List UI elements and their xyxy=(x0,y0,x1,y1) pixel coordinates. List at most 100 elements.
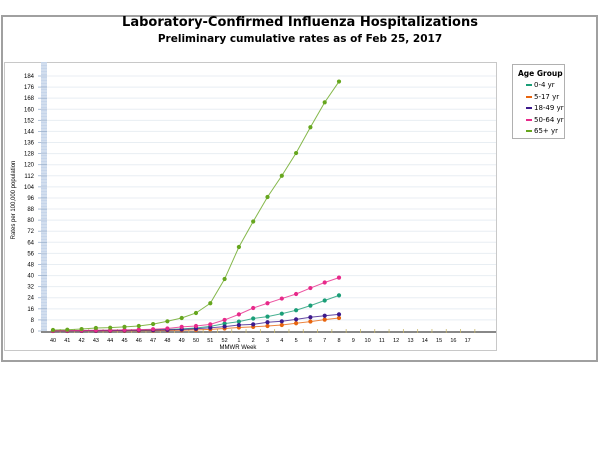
x-tick-label: 48 xyxy=(164,338,170,344)
data-point xyxy=(279,311,284,316)
legend-label: 5-17 yr xyxy=(534,92,560,101)
data-point xyxy=(294,150,299,156)
data-point xyxy=(294,308,299,313)
data-point xyxy=(322,317,327,322)
data-point xyxy=(165,326,170,331)
legend-label: 65+ yr xyxy=(534,127,559,135)
legend-swatch-icon xyxy=(526,118,532,121)
y-tick-label: 112 xyxy=(24,174,34,180)
data-point xyxy=(251,316,256,321)
x-tick-label: 6 xyxy=(309,338,312,344)
y-tick-label: 168 xyxy=(24,96,35,102)
data-point xyxy=(279,319,284,324)
y-tick-label: 152 xyxy=(24,118,35,124)
data-point xyxy=(308,125,313,130)
legend-item-50-64[interactable]: 50-64 yr xyxy=(526,116,564,124)
y-tick-label: 72 xyxy=(27,229,34,235)
y-axis-band-ticks xyxy=(38,63,47,332)
data-point xyxy=(294,317,299,322)
legend-item-0-4[interactable]: 0-4 yr xyxy=(526,81,564,89)
data-point xyxy=(208,322,213,327)
x-tick-label: 50 xyxy=(193,338,199,344)
data-series xyxy=(50,79,342,334)
data-point xyxy=(179,315,184,321)
data-point xyxy=(136,323,141,329)
y-tick-label: 16 xyxy=(27,307,34,313)
y-tick-label: 56 xyxy=(27,251,34,257)
x-tick-label: 44 xyxy=(107,338,113,344)
x-tick-label: 4 xyxy=(280,338,283,344)
data-point xyxy=(336,293,342,298)
data-point xyxy=(79,326,84,332)
data-point xyxy=(251,322,256,327)
x-tick-label: 17 xyxy=(465,338,471,344)
y-tick-label: 24 xyxy=(27,296,34,302)
y-tick-label: 40 xyxy=(27,274,34,280)
chart-subtitle: Preliminary cumulative rates as of Feb 2… xyxy=(157,33,443,45)
x-tick-label: 8 xyxy=(337,338,340,344)
legend-swatch-icon xyxy=(526,84,532,86)
x-tick-label: 2 xyxy=(252,338,255,344)
x-tick-label: 49 xyxy=(179,338,185,344)
legend-item-65plus[interactable]: 65+ yr xyxy=(526,127,564,135)
data-point xyxy=(65,327,70,332)
gridlines xyxy=(47,75,496,321)
y-tick-label: 184 xyxy=(24,74,35,80)
data-point xyxy=(265,301,270,306)
x-tick-label: 9 xyxy=(352,338,355,344)
data-point xyxy=(193,310,199,316)
legend-label: 18-49 yr xyxy=(534,104,564,112)
y-tick-label: 32 xyxy=(27,285,34,291)
data-point xyxy=(308,303,313,308)
data-point xyxy=(50,327,56,333)
x-tick-label: 47 xyxy=(150,338,156,344)
data-point xyxy=(322,100,327,105)
data-point xyxy=(279,296,284,301)
figure-frame xyxy=(1,15,598,362)
data-point xyxy=(236,322,241,328)
data-point xyxy=(308,315,313,320)
data-point xyxy=(208,301,213,306)
data-point xyxy=(265,323,270,329)
data-point xyxy=(136,327,141,332)
data-point xyxy=(322,313,327,318)
y-tick-label: 64 xyxy=(27,240,34,246)
x-tick-label: 43 xyxy=(93,338,99,344)
data-point xyxy=(336,275,342,280)
y-tick-label: 144 xyxy=(24,129,35,135)
y-axis-ticks: 0 8 16 24 32 40 48 56 64 72 80 88 96 104 112 120 128 136 1… xyxy=(24,74,35,335)
data-point xyxy=(122,324,127,329)
data-point xyxy=(336,79,342,84)
y-tick-label: 0 xyxy=(31,329,35,335)
y-tick-label: 120 xyxy=(24,163,35,169)
y-tick-label: 80 xyxy=(27,218,34,224)
data-point xyxy=(308,319,313,324)
data-point xyxy=(236,312,241,317)
x-tick-label: 11 xyxy=(379,338,385,344)
y-tick-label: 160 xyxy=(24,107,35,113)
x-tick-label: 10 xyxy=(365,338,371,344)
data-point xyxy=(193,323,199,329)
y-tick-label: 104 xyxy=(24,185,35,191)
data-point xyxy=(122,327,127,332)
legend-swatch-icon xyxy=(526,130,532,132)
data-point xyxy=(93,325,98,331)
data-point xyxy=(151,321,156,327)
data-point xyxy=(294,321,299,326)
legend-item-5-17[interactable]: 5-17 yr xyxy=(526,93,564,101)
data-point xyxy=(208,325,213,330)
x-tick-label: 14 xyxy=(422,338,428,344)
data-point xyxy=(236,319,241,324)
legend-item-18-49[interactable]: 18-49 yr xyxy=(526,104,564,112)
y-tick-label: 88 xyxy=(27,207,34,213)
data-point xyxy=(279,173,284,178)
y-tick-label: 48 xyxy=(27,262,34,268)
x-tick-label: 12 xyxy=(393,338,399,344)
data-point xyxy=(222,317,227,323)
data-point xyxy=(222,276,227,282)
data-point xyxy=(108,325,113,330)
x-tick-label: 7 xyxy=(323,338,326,344)
x-tick-label: 52 xyxy=(222,338,228,344)
x-tick-label: 16 xyxy=(450,338,456,344)
x-axis-label: MMWR Week xyxy=(220,345,258,351)
